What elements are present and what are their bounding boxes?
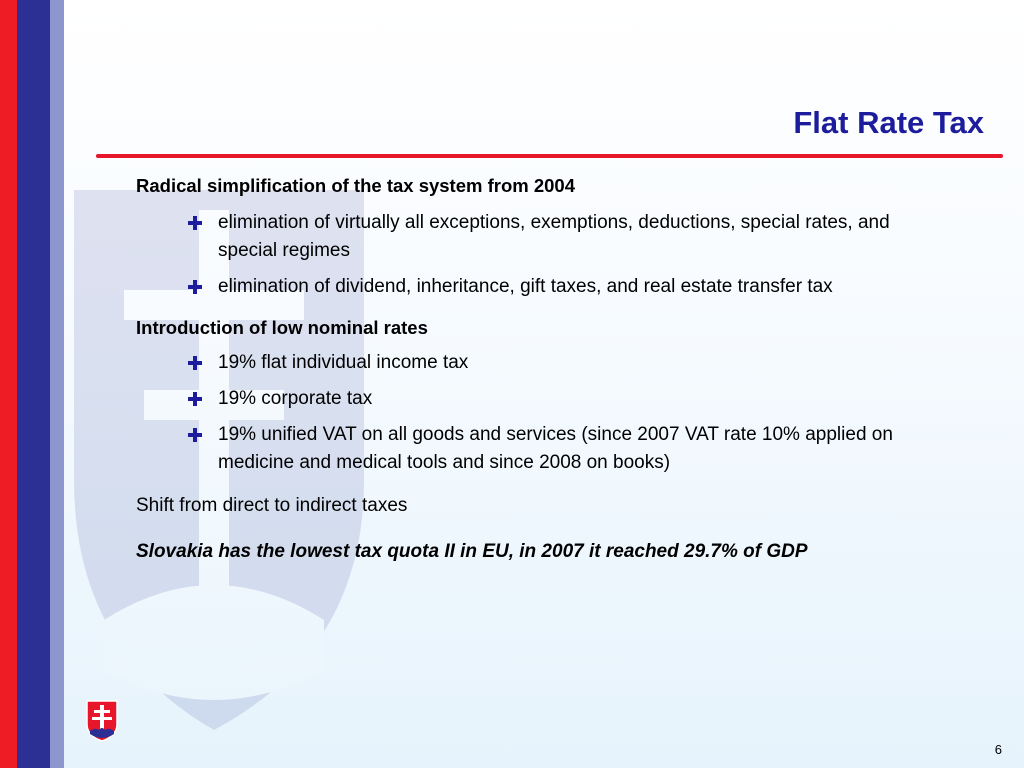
- shift-text: Shift from direct to indirect taxes: [136, 495, 408, 516]
- list-item-text: elimination of virtually all exceptions,…: [218, 212, 890, 261]
- cross-icon: [188, 392, 202, 406]
- list-item: 19% flat individual income tax: [188, 349, 956, 377]
- conclusion-text: Slovakia has the lowest tax quota II in …: [136, 541, 808, 562]
- cross-icon: [188, 216, 202, 230]
- coat-of-arms-watermark: [74, 190, 364, 730]
- left-stripe-lightblue: [50, 0, 64, 768]
- list-item: elimination of dividend, inheritance, gi…: [188, 273, 956, 301]
- list-item: elimination of virtually all exceptions,…: [188, 209, 956, 265]
- title-underline: [96, 154, 1003, 158]
- list-item: 19% corporate tax: [188, 385, 956, 413]
- slide-title: Flat Rate Tax: [793, 105, 984, 140]
- cross-icon: [188, 356, 202, 370]
- page-number: 6: [994, 742, 1002, 757]
- bullet-list: 19% flat individual income tax 19% corpo…: [136, 349, 956, 477]
- list-item-text: 19% flat individual income tax: [218, 352, 469, 373]
- list-item-text: 19% corporate tax: [218, 388, 373, 409]
- slovak-coat-of-arms-icon: [86, 700, 118, 742]
- cross-icon: [188, 428, 202, 442]
- cross-icon: [188, 280, 202, 294]
- slide-content: Radical simplification of the tax system…: [136, 175, 956, 582]
- section-heading: Introduction of low nominal rates: [136, 317, 428, 338]
- bullet-list: elimination of virtually all exceptions,…: [136, 209, 956, 301]
- list-item: 19% unified VAT on all goods and service…: [188, 421, 956, 477]
- section-heading: Radical simplification of the tax system…: [136, 175, 576, 196]
- list-item-text: elimination of dividend, inheritance, gi…: [218, 276, 833, 297]
- list-item-text: 19% unified VAT on all goods and service…: [218, 424, 893, 473]
- left-stripe-red: [0, 0, 17, 768]
- left-stripe-blue: [17, 0, 50, 768]
